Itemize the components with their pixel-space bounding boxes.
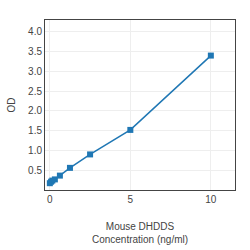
svg-text:1.0: 1.0 xyxy=(28,145,42,156)
svg-text:4.0: 4.0 xyxy=(28,26,42,37)
svg-text:10: 10 xyxy=(205,194,217,205)
svg-text:2.5: 2.5 xyxy=(28,86,42,97)
svg-text:5: 5 xyxy=(128,194,134,205)
svg-text:3.0: 3.0 xyxy=(28,66,42,77)
svg-text:3.5: 3.5 xyxy=(28,46,42,57)
svg-text:OD: OD xyxy=(6,98,17,113)
svg-text:1.5: 1.5 xyxy=(28,125,42,136)
svg-text:0: 0 xyxy=(47,194,53,205)
svg-text:Mouse DHDDSConcentration (ng/m: Mouse DHDDSConcentration (ng/ml) xyxy=(92,221,188,245)
svg-text:0.5: 0.5 xyxy=(28,165,42,176)
svg-text:2.0: 2.0 xyxy=(28,105,42,116)
